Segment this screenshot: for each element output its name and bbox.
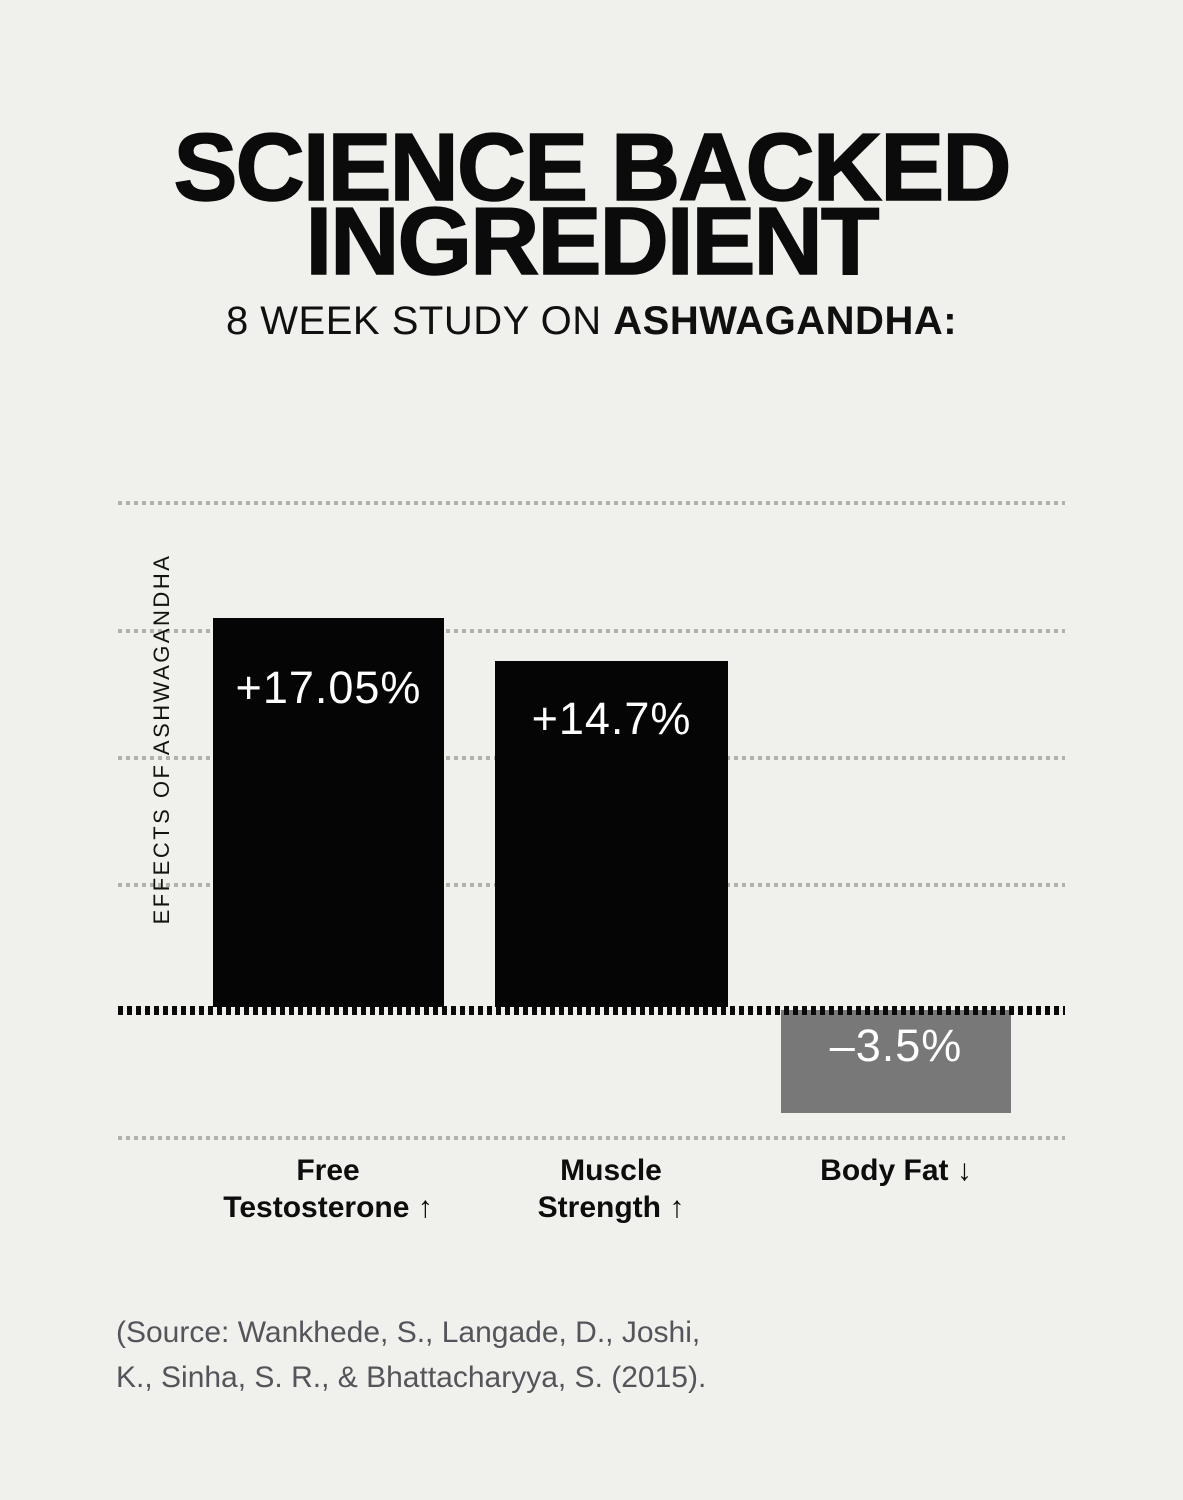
title-line-2: INGREDIENT — [305, 188, 881, 295]
source-line-1: (Source: Wankhede, S., Langade, D., Josh… — [116, 1316, 701, 1349]
bar-value-free-testosterone: +17.05% — [235, 662, 422, 713]
bar-free-testosterone: +17.05% — [213, 618, 444, 1007]
category-line: Strength ↑ — [537, 1191, 685, 1224]
category-label-body-fat: Body Fat ↓ — [736, 1152, 1056, 1189]
zero-baseline — [118, 1006, 1065, 1015]
gridline — [118, 629, 1065, 633]
bar-muscle-strength: +14.7% — [495, 661, 728, 1007]
source-citation: (Source: Wankhede, S., Langade, D., Josh… — [116, 1310, 706, 1400]
page-subtitle: 8 WEEK STUDY ON ASHWAGANDHA: — [0, 299, 1183, 344]
category-label-muscle-strength: Muscle Strength ↑ — [451, 1152, 771, 1226]
gridline — [118, 501, 1065, 505]
category-line: Body Fat ↓ — [820, 1154, 972, 1187]
category-line: Free — [296, 1154, 360, 1187]
category-line: Muscle — [560, 1154, 662, 1187]
source-line-2: K., Sinha, S. R., & Bhattacharyya, S. (2… — [116, 1361, 707, 1394]
category-line: Testosterone ↑ — [223, 1191, 433, 1224]
y-axis-label: EFFECTS OF ASHWAGANDHA — [149, 553, 174, 925]
category-label-free-testosterone: Free Testosterone ↑ — [168, 1152, 488, 1226]
subtitle-ingredient-name: ASHWAGANDHA: — [613, 299, 958, 343]
gridline-bottom — [118, 1136, 1065, 1140]
bar-value-body-fat: –3.5% — [829, 1020, 963, 1071]
bar-body-fat: –3.5% — [781, 1010, 1011, 1113]
subtitle-prefix: 8 WEEK STUDY ON — [225, 299, 614, 343]
page-title: SCIENCE BACKED INGREDIENT — [0, 114, 1183, 295]
bar-value-muscle-strength: +14.7% — [531, 693, 692, 744]
title-line-1: SCIENCE BACKED — [173, 114, 1013, 221]
